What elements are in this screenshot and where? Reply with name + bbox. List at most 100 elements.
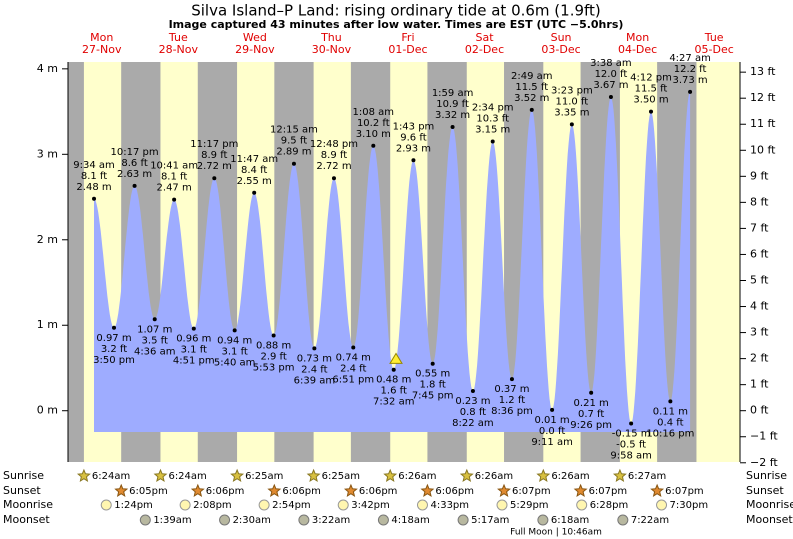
day-date: 29-Nov — [235, 43, 275, 56]
tide-point — [191, 326, 196, 331]
sunrise-time: 6:26am — [398, 471, 436, 482]
tide-label: 2:49 am — [511, 71, 553, 82]
sunrise-time: 6:26am — [475, 471, 513, 482]
moonset-time: 3:22am — [312, 515, 350, 526]
tide-label: 2:34 pm — [472, 102, 514, 113]
tide-label: 9:11 am — [531, 437, 573, 448]
moonset-time: 1:39am — [153, 515, 191, 526]
tide-label: 2.4 ft — [301, 364, 327, 375]
moonrise-time: 7:30pm — [670, 500, 709, 511]
tide-point — [450, 124, 455, 129]
tide-label: 9:26 pm — [570, 420, 612, 431]
tide-label: 1.8 ft — [420, 380, 446, 391]
tide-point — [430, 361, 435, 366]
y-tick-label: 0 m — [37, 404, 58, 417]
tide-point — [411, 158, 416, 163]
moonset-time: 6:18am — [551, 515, 589, 526]
tide-label: 0.88 m — [256, 341, 291, 352]
tide-label: 3.1 ft — [181, 345, 207, 356]
tide-label: 0.97 m — [96, 333, 131, 344]
moonrise-icon — [576, 499, 588, 511]
tide-point — [331, 176, 336, 181]
tide-point — [589, 390, 594, 395]
y2-tick-label: 8 ft — [750, 195, 769, 208]
tide-label: 2.72 m — [197, 161, 232, 172]
y2-tick-label: 4 ft — [750, 300, 769, 313]
tide-label: 8.4 ft — [241, 165, 267, 176]
row-label: Moonrise — [3, 498, 53, 511]
tide-label: 8.6 ft — [121, 158, 147, 169]
moonset-icon — [617, 514, 629, 526]
tide-point — [688, 89, 693, 94]
y2-tick-label: 12 ft — [750, 91, 776, 104]
moonset-icon — [537, 514, 549, 526]
tide-label: 0.11 m — [653, 406, 688, 417]
row-label: Sunrise — [746, 469, 787, 482]
tide-point — [509, 377, 514, 382]
day-date: 05-Dec — [695, 43, 734, 56]
tide-label: 12.2 ft — [674, 64, 707, 75]
y2-tick-label: 1 ft — [750, 378, 769, 391]
tide-label: 2.4 ft — [340, 363, 366, 374]
y2-tick-label: 0 ft — [750, 404, 769, 417]
row-label: Sunset — [746, 484, 784, 497]
tide-label: 6:39 am — [294, 375, 336, 386]
tide-label: 11:17 pm — [190, 139, 238, 150]
sunset-time: 6:06pm — [435, 486, 474, 497]
tide-label: 4:51 pm — [173, 356, 215, 367]
moonset-time: 5:17am — [471, 515, 509, 526]
tide-point — [172, 197, 177, 202]
sunset-time: 6:06pm — [282, 486, 321, 497]
full-moon-note: Full Moon | 10:46am — [510, 528, 602, 538]
tide-label: 3.15 m — [475, 124, 510, 135]
sunset-icon — [573, 483, 588, 497]
tide-label: 3:23 pm — [551, 85, 593, 96]
moonrise-icon — [496, 499, 508, 511]
chart-subtitle: Image captured 43 minutes after low wate… — [169, 18, 624, 31]
tide-label: 0.01 m — [534, 415, 569, 426]
tide-point — [569, 122, 574, 127]
y-tick-label: 2 m — [37, 233, 58, 246]
sunrise-icon — [230, 468, 245, 482]
sunset-icon — [267, 483, 282, 497]
tide-label: 2.93 m — [396, 143, 431, 154]
tide-label: 11.5 ft — [635, 84, 668, 95]
tide-label: 3.5 ft — [142, 335, 168, 346]
tide-label: 0.73 m — [297, 353, 332, 364]
tide-label: 0.7 ft — [578, 409, 604, 420]
tide-label: 0.48 m — [376, 375, 411, 386]
moonrise-time: 6:28pm — [590, 500, 629, 511]
tide-label: 11.5 ft — [515, 82, 548, 93]
sunrise-time: 6:25am — [322, 471, 360, 482]
tide-label: 12.0 ft — [595, 69, 628, 80]
tide-point — [550, 407, 555, 412]
day-date: 27-Nov — [82, 43, 122, 56]
tide-label: 3.32 m — [435, 110, 470, 121]
sunset-time: 6:06pm — [206, 486, 245, 497]
tide-label: 3.1 ft — [221, 346, 247, 357]
day-name: Mon — [626, 31, 649, 44]
y2-tick-label: 13 ft — [750, 65, 776, 78]
day-date: 30-Nov — [312, 43, 352, 56]
moonset-icon — [457, 514, 469, 526]
tide-label: 1.6 ft — [381, 386, 407, 397]
moonrise-time: 3:42pm — [351, 500, 390, 511]
moonrise-time: 5:29pm — [510, 500, 549, 511]
tide-point — [371, 143, 376, 148]
sunrise-time: 6:26am — [551, 471, 589, 482]
tide-label: 9.5 ft — [281, 136, 307, 147]
sunrise-time: 6:24am — [168, 471, 206, 482]
moonset-icon — [298, 514, 310, 526]
moonset-icon — [139, 514, 151, 526]
row-label: Moonrise — [746, 498, 793, 511]
tide-label: 10:17 pm — [111, 147, 159, 158]
tide-label: 8.1 ft — [81, 171, 107, 182]
moonrise-icon — [258, 499, 270, 511]
current-marker — [389, 352, 403, 364]
tide-label: 3:38 am — [590, 58, 632, 69]
day-name: Tue — [168, 31, 188, 44]
y-tick-label: 4 m — [37, 62, 58, 75]
y2-tick-label: 10 ft — [750, 143, 776, 156]
moonset-time: 7:22am — [631, 515, 669, 526]
tide-label: 2.9 ft — [260, 352, 286, 363]
